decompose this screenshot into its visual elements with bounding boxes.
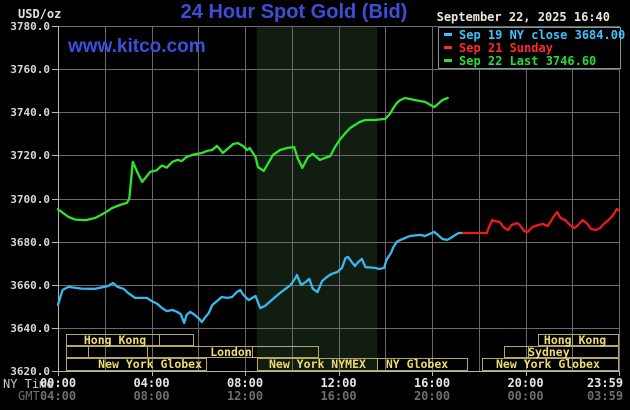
legend-label: Sep 22 Last 3746.60	[459, 53, 597, 68]
session-label: Hong Kong	[83, 333, 147, 347]
session-box	[252, 346, 319, 358]
dash-marker-icon	[444, 46, 452, 49]
y-axis-tick-label: 3660.0	[10, 278, 50, 292]
x-axis-ny-time-label: NY Time	[3, 377, 54, 391]
kitco-watermark-link[interactable]: www.kitco.com	[68, 36, 206, 57]
session-box	[88, 346, 148, 358]
x-axis-ny-tick-label: 23:59	[586, 376, 624, 390]
y-axis-tick-label: 3620.0	[10, 365, 50, 378]
x-axis-ny-tick-label: 16:00	[413, 376, 451, 390]
y-axis-tick-label: 3700.0	[10, 192, 50, 206]
x-axis-ny-tick-label: 12:00	[320, 376, 357, 390]
session-label: New York Globex	[496, 357, 600, 371]
y-axis-tick-label: 3720.0	[10, 149, 50, 163]
y-axis-tick-label: 3760.0	[10, 63, 50, 77]
session-box	[504, 346, 529, 358]
x-axis-gmt-tick-label: 03:59	[586, 389, 624, 403]
x-axis-gmt-tick-label: 08:00	[133, 389, 170, 403]
unit-label: USD/oz	[18, 7, 62, 21]
price-line-sep-21-sunday	[461, 207, 620, 235]
session-box	[482, 358, 619, 371]
session-label: London	[210, 345, 252, 359]
session-box	[528, 346, 619, 358]
x-axis-ny-tick-label: 04:00	[133, 376, 170, 390]
y-axis-tick-label: 3740.0	[10, 106, 50, 120]
legend-item-sep19: Sep 19 NY close 3684.00	[439, 28, 625, 42]
nymex-session-band	[256, 26, 378, 371]
legend-item-sep22: Sep 22 Last 3746.60	[439, 53, 620, 68]
price-line-sep-22-today-	[56, 96, 449, 222]
x-axis-gmt-tick-label: 12:00	[226, 389, 264, 403]
chart-title: 24 Hour Spot Gold (Bid)	[180, 1, 408, 23]
session-box	[159, 334, 194, 346]
session-box	[66, 346, 89, 358]
price-line-sep-19-ny-close	[56, 230, 465, 325]
x-axis-gmt-tick-label: 16:00	[320, 389, 357, 403]
legend-item-sep21: Sep 21 Sunday	[439, 40, 620, 55]
legend-label: Sep 21 Sunday	[459, 40, 553, 55]
session-box	[572, 334, 619, 346]
y-axis-tick-label: 3680.0	[10, 235, 50, 249]
dash-marker-icon	[444, 33, 452, 36]
x-axis-ny-tick-label: 00:00	[39, 376, 77, 390]
legend: Sep 19 NY close 3684.00 Sep 21 Sunday Se…	[438, 27, 625, 69]
y-axis-tick-label: 3640.0	[10, 321, 50, 335]
session-label: Sydney	[528, 345, 570, 359]
datetime-label: September 22, 2025 16:40	[436, 10, 610, 24]
x-axis-gmt-tick-label: 04:00	[39, 389, 77, 403]
session-label: New York NYMEX	[268, 357, 366, 371]
x-axis-gmt-label: GMT	[18, 389, 40, 403]
session-label: Hong Kong	[543, 333, 607, 347]
dash-marker-icon	[444, 59, 452, 62]
y-axis-tick-label: 3780.0	[10, 20, 50, 33]
x-axis-ny-tick-label: 20:00	[507, 376, 544, 390]
x-axis-gmt-tick-label: 00:00	[507, 389, 544, 403]
session-label: New York Globex	[98, 357, 203, 371]
session-label: NY Globex	[385, 357, 449, 371]
legend-label: Sep 19 NY close 3684.00	[459, 27, 626, 42]
session-box	[377, 358, 468, 371]
x-axis-ny-tick-label: 08:00	[226, 376, 264, 390]
session-box	[66, 358, 207, 371]
x-axis-gmt-tick-label: 20:00	[413, 389, 451, 403]
